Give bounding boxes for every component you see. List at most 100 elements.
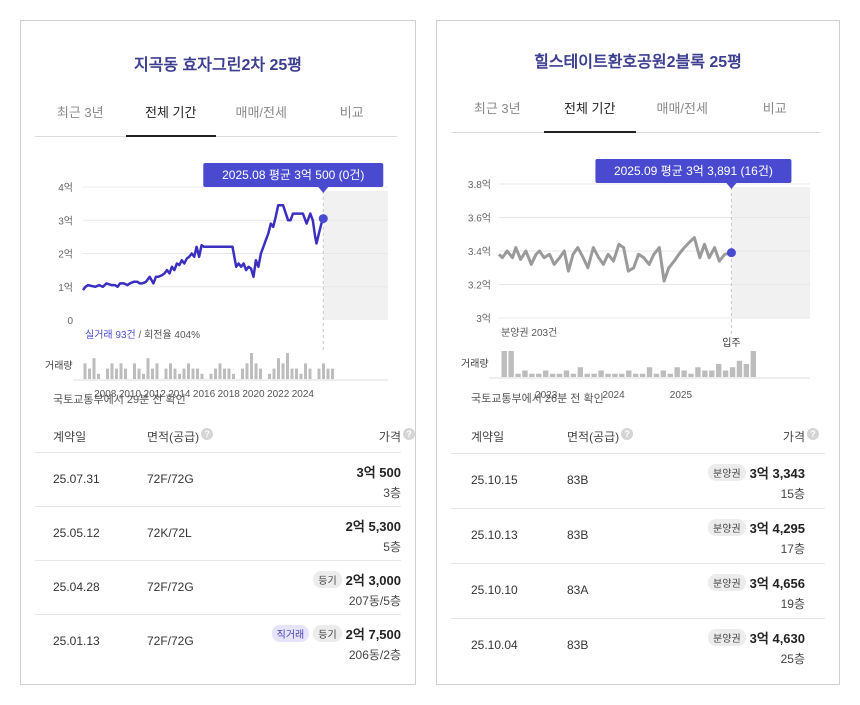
volume-bar bbox=[83, 363, 87, 379]
contract-date: 25.01.13 bbox=[53, 634, 100, 648]
volume-bar bbox=[286, 353, 289, 379]
table-row[interactable]: 25.07.31 72F/72G 3억 500 3층 bbox=[35, 452, 401, 506]
volume-bar bbox=[178, 373, 181, 379]
volume-bar bbox=[674, 367, 680, 377]
tooltip-text: 2025.09 평균 3억 3,891 (16건) bbox=[614, 164, 773, 178]
volume-bar bbox=[304, 363, 307, 379]
source-note: 국토교통부에서 29분 전 확인 bbox=[53, 394, 186, 406]
volume-bar bbox=[549, 373, 556, 377]
volume-bar bbox=[196, 368, 199, 379]
current-point[interactable] bbox=[726, 248, 736, 258]
x-tick-label: 2024 bbox=[602, 390, 625, 401]
volume-bar bbox=[612, 373, 618, 377]
card-title: 지곡동 효자그린2차 25평 bbox=[133, 57, 303, 74]
contract-date: 25.10.15 bbox=[471, 473, 518, 487]
volume-bar bbox=[577, 367, 584, 377]
volume-bar bbox=[92, 358, 96, 379]
tab-compare[interactable]: 비교 bbox=[762, 101, 787, 116]
volume-bar bbox=[695, 367, 701, 377]
volume-bar bbox=[736, 360, 743, 377]
volume-bar bbox=[295, 368, 298, 379]
header-date: 계약일 bbox=[471, 430, 505, 444]
forecast-area bbox=[323, 191, 388, 320]
y-tick-label: 2억 bbox=[58, 249, 73, 261]
table-row[interactable]: 25.10.04 83B 분양권 3억 4,630 25층 bbox=[451, 618, 825, 673]
trade-count-link[interactable]: 실거래 93건 bbox=[85, 329, 136, 341]
volume-bar bbox=[646, 367, 653, 377]
volume-bar bbox=[536, 373, 542, 377]
volume-bar bbox=[605, 373, 611, 377]
volume-bar bbox=[223, 368, 226, 379]
trade-badge: 직거래 bbox=[271, 625, 310, 642]
trade-badge: 분양권 bbox=[708, 574, 746, 591]
volume-bar bbox=[209, 373, 213, 379]
y-tick-label: 3억 bbox=[58, 215, 73, 227]
forecast-area bbox=[731, 187, 810, 318]
volume-bar bbox=[522, 370, 528, 377]
x-tick-label: 2018 bbox=[218, 389, 241, 400]
area-supply: 83B bbox=[567, 638, 589, 652]
table-row[interactable]: 25.05.12 72K/72L 2억 5,300 5층 bbox=[35, 506, 401, 560]
turnover-rate: / 회전율 404% bbox=[136, 329, 200, 341]
presale-count: 분양권 203건 bbox=[501, 327, 557, 339]
volume-bar bbox=[218, 363, 222, 379]
tab-recent-3y[interactable]: 최근 3년 bbox=[473, 101, 521, 116]
trade-badge: 분양권 bbox=[708, 464, 746, 481]
price-value: 2억 5,300 bbox=[345, 519, 401, 534]
tab-sale-lease[interactable]: 매매/전세 bbox=[656, 101, 708, 116]
price-cell: 3억 500 bbox=[357, 462, 402, 481]
volume-bar bbox=[570, 373, 577, 377]
y-tick-label: 1억 bbox=[58, 282, 73, 294]
volume-bar bbox=[591, 373, 597, 377]
volume-bar bbox=[317, 368, 321, 379]
price-cell: 등기 2억 3,000 bbox=[313, 570, 401, 589]
tab-compare[interactable]: 비교 bbox=[339, 105, 364, 120]
tab-all-period[interactable]: 전체 기간 bbox=[543, 99, 637, 133]
trade-badge: 분양권 bbox=[708, 629, 746, 646]
area-supply: 83B bbox=[567, 528, 589, 542]
volume-bar bbox=[556, 373, 563, 377]
floor-info: 19층 bbox=[780, 597, 805, 611]
volume-bar bbox=[250, 353, 253, 379]
volume-bar bbox=[626, 370, 632, 377]
area-supply: 72F/72G bbox=[147, 634, 194, 648]
volume-bar bbox=[106, 368, 109, 379]
volume-bar bbox=[232, 373, 235, 379]
volume-bar bbox=[667, 373, 673, 377]
volume-bar bbox=[563, 370, 570, 377]
table-row[interactable]: 25.10.15 83B 분양권 3억 3,343 15층 bbox=[451, 453, 825, 508]
contract-date: 25.04.28 bbox=[53, 580, 100, 594]
volume-bar bbox=[164, 368, 168, 379]
source-note: 국토교통부에서 26분 전 확인 bbox=[471, 393, 604, 405]
x-tick-label: 2024 bbox=[292, 389, 315, 400]
volume-bar bbox=[750, 351, 756, 377]
volume-bar bbox=[182, 368, 186, 379]
floor-info: 206동/2층 bbox=[348, 648, 401, 662]
price-chart[interactable]: 3.8억 3.6억 3.4억 3.2억 3억 2025.09 평균 3억 3,891 (1… bbox=[437, 135, 841, 401]
table-row[interactable]: 25.10.10 83A 분양권 3억 4,656 19층 bbox=[451, 563, 825, 618]
floor-info: 15층 bbox=[780, 487, 805, 501]
table-row[interactable]: 25.01.13 72F/72G 직거래 등기 2억 7,500 206동/2층 bbox=[35, 614, 401, 668]
volume-bar bbox=[88, 368, 91, 379]
volume-bar bbox=[681, 370, 687, 377]
table-row[interactable]: 25.10.13 83B 분양권 3억 4,295 17층 bbox=[451, 508, 825, 563]
volume-bar bbox=[515, 373, 521, 377]
price-value: 2억 3,000 bbox=[345, 573, 401, 588]
tab-sale-lease[interactable]: 매매/전세 bbox=[235, 105, 287, 120]
card-title: 힐스테이트환호공원2블록 25평 bbox=[534, 54, 742, 71]
help-icon[interactable]: ? bbox=[621, 428, 634, 440]
help-icon[interactable]: ? bbox=[807, 428, 819, 440]
y-tick-label: 3.4억 bbox=[468, 246, 491, 258]
table-row[interactable]: 25.04.28 72F/72G 등기 2억 3,000 207동/5층 bbox=[35, 560, 401, 614]
help-icon[interactable]: ? bbox=[403, 428, 415, 440]
floor-info: 207동/5층 bbox=[348, 594, 401, 608]
tab-all-period[interactable]: 전체 기간 bbox=[125, 103, 217, 137]
current-point[interactable] bbox=[318, 214, 328, 224]
price-series-line bbox=[82, 204, 325, 291]
tab-recent-3y[interactable]: 최근 3년 bbox=[56, 105, 104, 120]
help-icon[interactable]: ? bbox=[201, 428, 214, 440]
contract-date: 25.05.12 bbox=[53, 526, 100, 540]
volume-bar bbox=[173, 368, 177, 379]
header-area: 면적(공급)? bbox=[147, 428, 214, 445]
